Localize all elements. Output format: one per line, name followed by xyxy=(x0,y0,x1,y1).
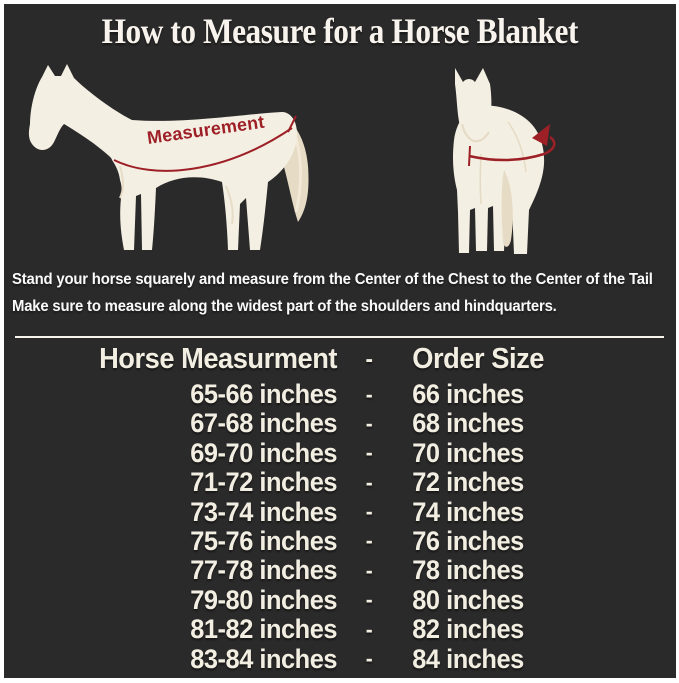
row-measurement: 83-84 inches xyxy=(190,643,337,674)
side-horse-figure: Measurement xyxy=(28,64,309,250)
front-horse-body xyxy=(453,105,545,254)
table-row: 65-66 inches - 66 inches xyxy=(15,379,664,409)
row-order: 74 inches xyxy=(412,496,524,527)
table-row: 69-70 inches - 70 inches xyxy=(15,437,664,468)
row-measurement: 69-70 inches xyxy=(190,437,337,468)
jaw-crease xyxy=(461,123,490,143)
row-separator: - xyxy=(365,646,373,672)
row-measurement: 79-80 inches xyxy=(190,584,337,615)
row-order: 78 inches xyxy=(412,555,524,586)
front-horse-figure xyxy=(453,68,556,254)
header-measurement: Horse Measurment xyxy=(99,343,337,375)
front-horse-tail xyxy=(501,170,513,247)
header-order-size: Order Size xyxy=(412,343,544,375)
row-order: 68 inches xyxy=(412,408,524,439)
row-order: 70 inches xyxy=(412,437,524,468)
instructions-line-1: Stand your horse squarely and measure fr… xyxy=(12,271,653,288)
row-order: 76 inches xyxy=(412,525,524,556)
table-row: 75-76 inches - 76 inches xyxy=(15,525,664,556)
size-table: Horse Measurment - Order Size 65-66 inch… xyxy=(15,341,664,674)
row-measurement: 71-72 inches xyxy=(190,467,337,498)
row-separator: - xyxy=(365,528,373,554)
row-separator: - xyxy=(365,557,373,583)
row-measurement: 65-66 inches xyxy=(190,379,337,409)
measurement-arc xyxy=(113,127,293,172)
row-separator: - xyxy=(365,616,373,642)
divider-line xyxy=(15,336,664,338)
row-separator: - xyxy=(365,469,373,495)
row-measurement: 77-78 inches xyxy=(190,555,337,586)
row-measurement: 81-82 inches xyxy=(190,614,337,645)
table-row: 79-80 inches - 80 inches xyxy=(15,584,664,615)
row-separator: - xyxy=(365,410,373,436)
row-order: 82 inches xyxy=(412,614,524,645)
row-separator: - xyxy=(365,440,373,466)
instructions-line-2: Make sure to measure along the widest pa… xyxy=(12,298,557,315)
row-measurement: 75-76 inches xyxy=(190,525,337,556)
horse-tail-streak xyxy=(294,137,302,213)
page-title: How to Measure for a Horse Blanket xyxy=(101,11,578,51)
horse-silhouette xyxy=(28,64,298,250)
hindquarter-crease xyxy=(225,185,234,225)
measurement-arc-end-tick xyxy=(287,115,297,133)
row-order: 66 inches xyxy=(412,379,524,409)
row-separator: - xyxy=(365,499,373,525)
chest-crease xyxy=(479,153,482,205)
table-row: 71-72 inches - 72 inches xyxy=(15,467,664,498)
shoulder-crease xyxy=(119,165,124,199)
row-separator: - xyxy=(365,587,373,613)
front-horse-head xyxy=(455,68,492,140)
row-measurement: 73-74 inches xyxy=(190,496,337,527)
wrap-arrowhead xyxy=(532,124,550,146)
instructions-text: Stand your horse squarely and measure fr… xyxy=(12,266,679,320)
row-separator: - xyxy=(365,381,373,407)
table-body: 65-66 inches - 66 inches 67-68 inches - … xyxy=(15,379,664,674)
row-measurement: 67-68 inches xyxy=(190,408,337,439)
table-row: 73-74 inches - 74 inches xyxy=(15,496,664,527)
table-row: 83-84 inches - 84 inches xyxy=(15,643,664,674)
row-order: 80 inches xyxy=(412,584,524,615)
table-row: 67-68 inches - 68 inches xyxy=(15,408,664,439)
table-header-row: Horse Measurment - Order Size xyxy=(15,341,664,378)
header-separator: - xyxy=(365,345,373,373)
front-shoulder-crease xyxy=(507,121,527,173)
wrap-line xyxy=(468,136,556,162)
table-row: 81-82 inches - 82 inches xyxy=(15,614,664,645)
row-order: 84 inches xyxy=(412,643,524,674)
row-order: 72 inches xyxy=(412,467,524,498)
table-row: 77-78 inches - 78 inches xyxy=(15,555,664,586)
